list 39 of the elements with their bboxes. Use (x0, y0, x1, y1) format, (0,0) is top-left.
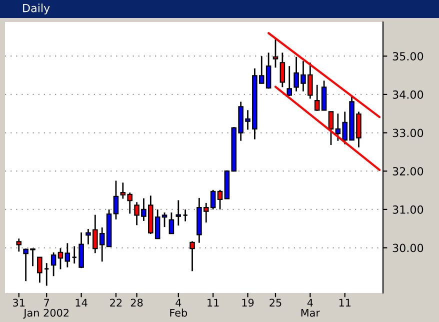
candlestick (190, 240, 195, 272)
x-tick-label: 4 Feb (170, 298, 188, 317)
x-tick-label: 11 (339, 298, 351, 306)
x-tick-label: 7 Jan 2002 (23, 298, 69, 319)
y-tick-label: 32.00 (392, 167, 424, 176)
candlestick (37, 256, 42, 284)
candlestick (64, 242, 70, 268)
candlestick (16, 238, 22, 252)
x-tick-label: 31 (13, 298, 25, 307)
chart-title: Daily (23, 4, 50, 14)
candlestick (286, 65, 292, 97)
candlestick (321, 80, 327, 111)
candlestick (72, 246, 78, 264)
x-tick-label: 19 (242, 298, 254, 307)
x-tick-label: 25 (270, 298, 282, 307)
candlestick (44, 262, 50, 286)
candlestick (78, 232, 84, 269)
candlestick (50, 252, 56, 277)
candlestick (113, 180, 119, 220)
candlestick (314, 84, 320, 112)
x-tick-label: 28 (130, 298, 143, 307)
x-tick-label: 11 (208, 298, 219, 306)
candlestick (272, 37, 278, 68)
x-tick-label: 14 (76, 298, 88, 306)
y-tick-label: 33.00 (392, 128, 424, 138)
candlestick (168, 212, 174, 234)
candlestick (328, 111, 334, 146)
candlestick (182, 208, 188, 222)
x-tick-label: 22 (110, 298, 122, 306)
candlestick (162, 212, 168, 228)
candlestick (217, 189, 223, 210)
y-tick-label: 35.00 (392, 52, 424, 60)
candlestick (176, 200, 182, 226)
candlestick (280, 52, 286, 88)
y-tick-label: 31.00 (392, 205, 424, 214)
y-tick-label: 34.00 (392, 90, 424, 99)
candlestick (58, 247, 64, 270)
y-tick-label: 30.00 (392, 244, 424, 252)
x-tick-label: 4 Mar (301, 298, 320, 317)
